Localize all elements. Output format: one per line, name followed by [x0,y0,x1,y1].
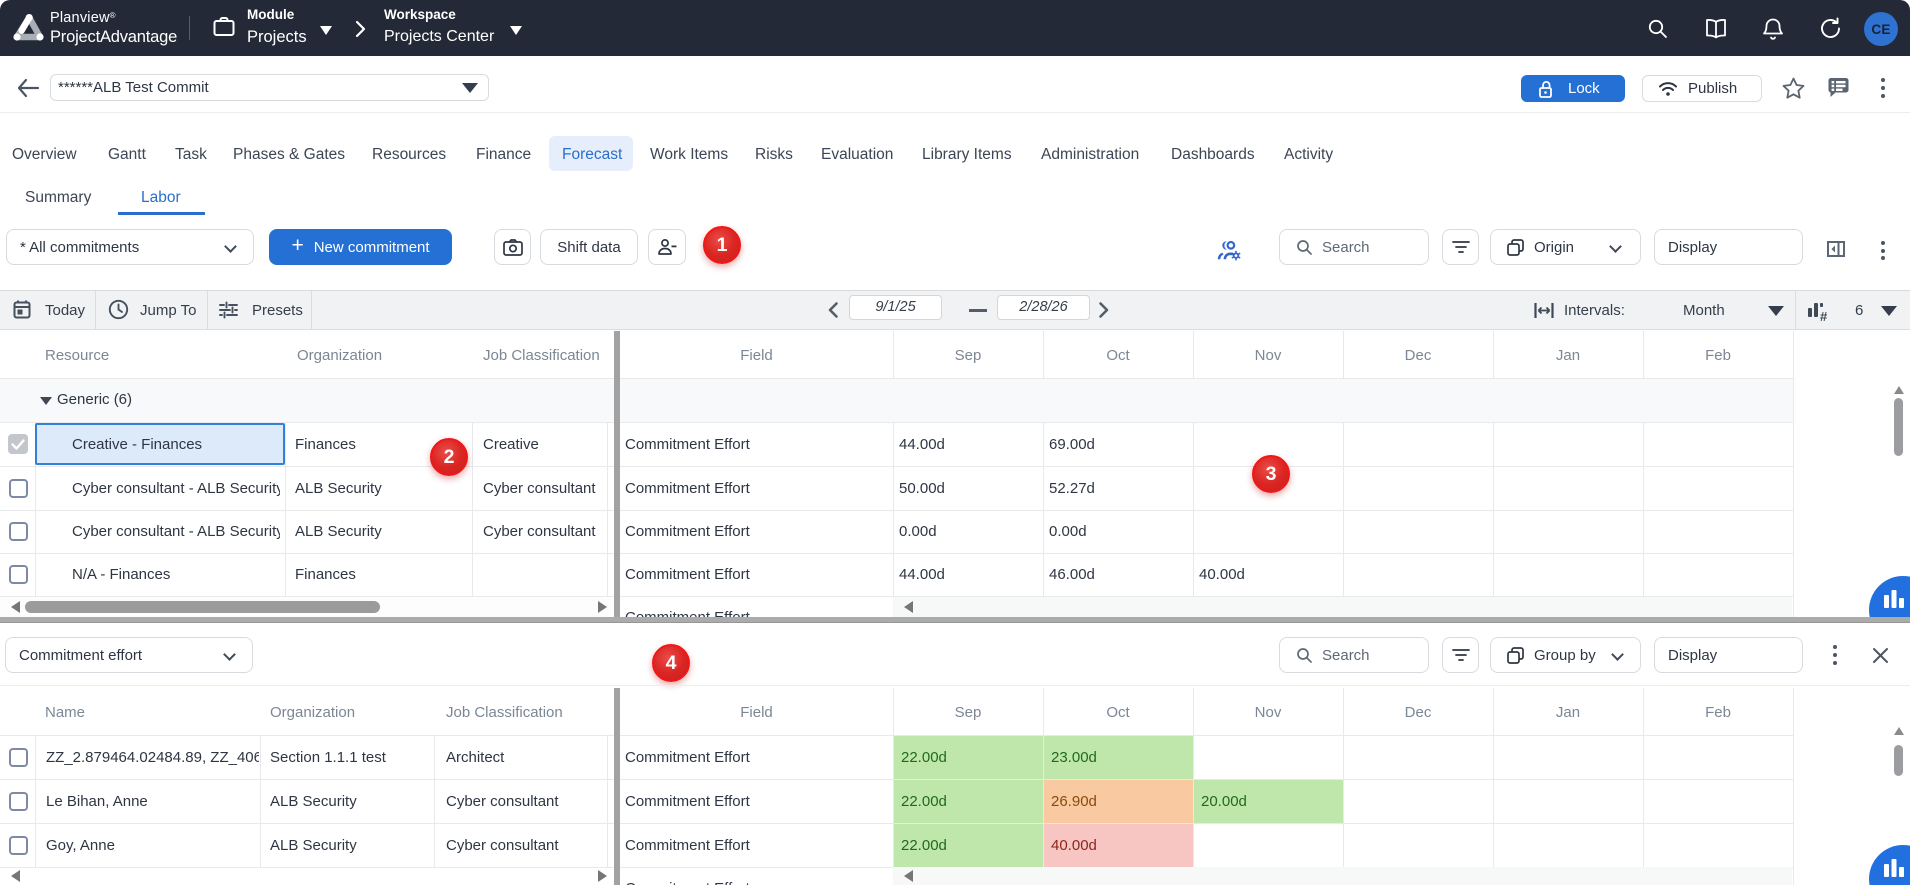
svg-text:#: # [1820,309,1828,323]
